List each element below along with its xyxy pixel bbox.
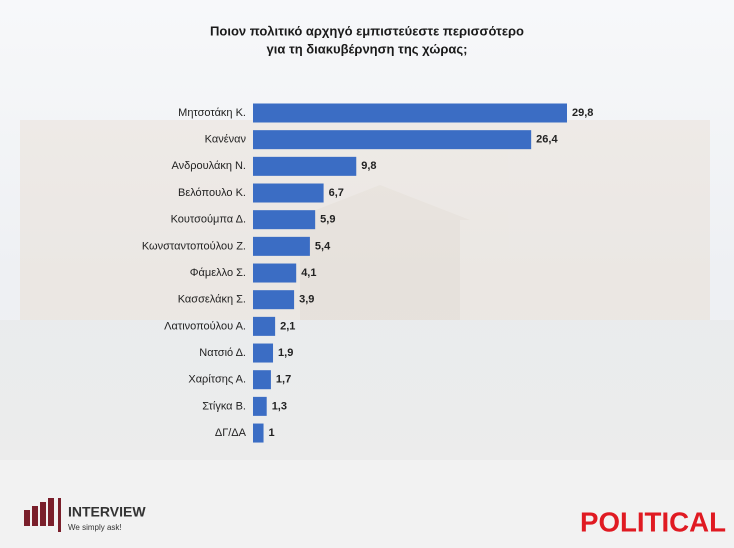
category-label: Βελόπουλο Κ. (178, 187, 246, 199)
value-label: 26,4 (536, 134, 558, 146)
bar (253, 103, 567, 123)
category-label: ΔΓ/ΔΑ (215, 427, 247, 439)
pollster-name: INTERVIEW (68, 504, 146, 520)
value-label: 1,7 (276, 374, 291, 386)
outlet-logo: POLITICAL (580, 506, 726, 537)
category-label: Λατινοπούλου Α. (164, 320, 246, 332)
bar (253, 343, 274, 363)
value-label: 29,8 (572, 107, 593, 119)
value-label: 1,9 (278, 347, 293, 359)
pollster-slogan: We simply ask! (68, 523, 122, 532)
category-label: Κανέναν (205, 134, 247, 146)
building-backdrop (0, 120, 734, 548)
category-label: Μητσοτάκη Κ. (178, 107, 246, 119)
bar (253, 210, 316, 230)
category-label: Στίγκα Β. (202, 400, 246, 412)
bar (253, 183, 324, 203)
category-label: Ανδρουλάκη Ν. (171, 160, 246, 172)
value-label: 1,3 (272, 400, 287, 412)
bar (253, 156, 357, 176)
interview-logo: INTERVIEW We simply ask! (24, 498, 146, 532)
bar (253, 290, 295, 310)
category-label: Κουτσούμπα Δ. (171, 214, 246, 226)
bar (253, 396, 267, 416)
bar (253, 423, 264, 443)
value-label: 5,9 (320, 214, 335, 226)
category-label: Κασσελάκη Σ. (178, 294, 246, 306)
chart-title: Ποιον πολιτικό αρχηγό εμπιστεύεστε περισ… (210, 23, 524, 38)
bar (253, 263, 297, 283)
value-label: 6,7 (329, 187, 344, 199)
bar (253, 316, 276, 336)
bar (253, 370, 271, 390)
category-label: Χαρίτσης Α. (188, 374, 246, 386)
category-label: Νατσιό Δ. (199, 347, 246, 359)
category-label: Κωνσταντοπούλου Ζ. (142, 240, 246, 252)
value-label: 9,8 (361, 160, 376, 172)
value-label: 4,1 (301, 267, 316, 279)
value-label: 5,4 (315, 240, 331, 252)
chart-title: για τη διακυβέρνηση της χώρας; (267, 41, 468, 56)
value-label: 2,1 (280, 320, 295, 332)
bar (253, 130, 532, 150)
bar (253, 236, 310, 256)
category-label: Φάμελλο Σ. (190, 267, 246, 279)
value-label: 1 (269, 427, 275, 439)
value-label: 3,9 (299, 294, 314, 306)
